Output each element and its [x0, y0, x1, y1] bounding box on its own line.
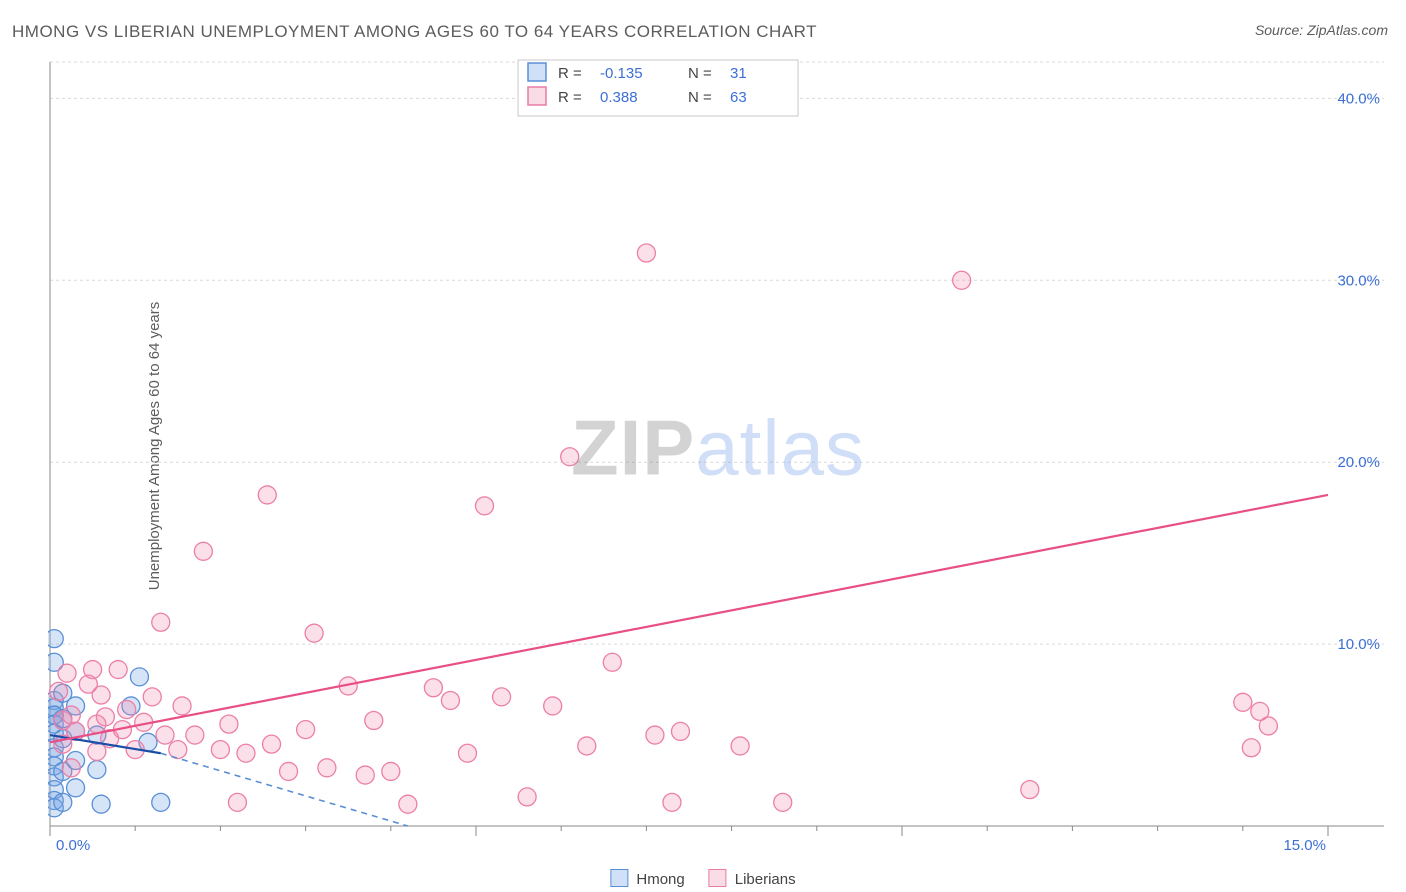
- plot-area: 0.0% 15.0% 10.0% 20.0% 30.0% 40.0% R = -0.135 N …: [48, 56, 1388, 856]
- svg-text:R =: R =: [558, 65, 582, 82]
- svg-text:0.388: 0.388: [600, 89, 638, 106]
- legend-bottom: Hmong Liberians: [610, 869, 795, 888]
- legend-item-liberians: Liberians: [709, 869, 796, 888]
- svg-text:40.0%: 40.0%: [1337, 90, 1380, 107]
- svg-text:R =: R =: [558, 89, 582, 106]
- scatter-chart: 0.0% 15.0% 10.0% 20.0% 30.0% 40.0% R = -0.135 N …: [48, 56, 1388, 856]
- svg-text:63: 63: [730, 89, 747, 106]
- svg-text:15.0%: 15.0%: [1283, 837, 1326, 854]
- svg-text:0.0%: 0.0%: [56, 837, 90, 854]
- svg-text:-0.135: -0.135: [600, 65, 643, 82]
- svg-text:31: 31: [730, 65, 747, 82]
- svg-text:N =: N =: [688, 89, 712, 106]
- legend-item-hmong: Hmong: [610, 869, 684, 888]
- legend-swatch-icon: [610, 869, 628, 887]
- svg-text:10.0%: 10.0%: [1337, 636, 1380, 653]
- legend-swatch-icon: [709, 869, 727, 887]
- svg-text:20.0%: 20.0%: [1337, 454, 1380, 471]
- svg-text:30.0%: 30.0%: [1337, 272, 1380, 289]
- svg-text:N =: N =: [688, 65, 712, 82]
- chart-title: HMONG VS LIBERIAN UNEMPLOYMENT AMONG AGE…: [12, 22, 817, 42]
- source-credit: Source: ZipAtlas.com: [1255, 22, 1388, 38]
